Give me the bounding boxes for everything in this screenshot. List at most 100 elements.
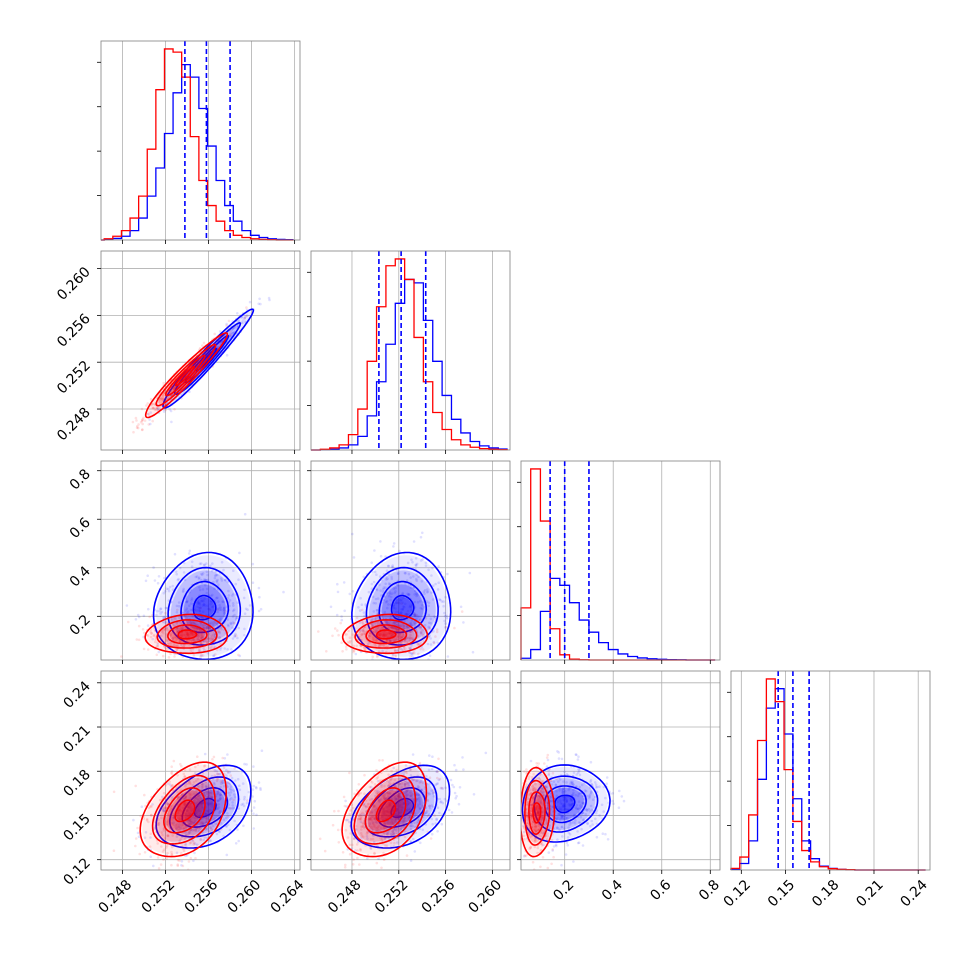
density-fill-red — [368, 626, 405, 643]
density-fill-red — [367, 790, 404, 831]
contour-red — [139, 761, 228, 858]
density-fill-blue — [354, 555, 449, 657]
contour-blue — [364, 776, 438, 838]
histogram-panel-1 — [307, 250, 511, 454]
contour-blue — [378, 580, 427, 634]
contour-red — [341, 761, 428, 858]
y-tick-label: 0.4 — [67, 563, 94, 590]
y-tick-label: 0.12 — [60, 855, 93, 888]
x-tick-label: 0.260 — [466, 877, 506, 917]
panel-content — [318, 751, 488, 870]
x-tick-label: 0.8 — [696, 877, 723, 904]
density-fill-red — [154, 778, 213, 842]
contour-blue — [365, 566, 439, 646]
y-tick-label: 0.21 — [60, 723, 93, 756]
panel-frame — [310, 460, 511, 661]
y-tick-label: 0.6 — [67, 515, 94, 542]
panel-frame — [520, 670, 721, 871]
scatter-panel-2-3: 0.2 0.4 0.6 0.8 — [517, 670, 723, 904]
contour-red — [354, 619, 418, 649]
density-fill-red — [377, 630, 395, 639]
contour-red — [532, 802, 542, 824]
y-tick-label: 0.252 — [54, 358, 94, 398]
x-tick-label: 0.256 — [182, 877, 222, 917]
contour-red — [163, 787, 206, 834]
contour-red — [156, 619, 218, 649]
density-fill-red — [356, 778, 414, 842]
contour-blue — [167, 566, 242, 646]
scatter-points-blue — [132, 749, 264, 868]
contour-blue — [192, 594, 217, 621]
x-tick-label: 0.4 — [599, 877, 626, 904]
contour-blue — [152, 551, 254, 660]
panel-frame — [310, 250, 511, 451]
x-tick-label: 0.252 — [139, 877, 179, 917]
panel-content — [112, 749, 264, 870]
contour-red — [341, 613, 429, 655]
density-fill-red — [170, 626, 205, 643]
histogram-blue — [730, 688, 926, 871]
histogram-panel-3: 0.12 0.15 0.18 0.21 0.24 — [721, 670, 931, 910]
scatter-panel-0-1: 0.248 0.252 0.256 0.260 — [54, 250, 301, 454]
density-fill-red — [158, 346, 214, 404]
density-fill-red — [142, 764, 225, 855]
contour-red — [375, 799, 397, 823]
x-tick-label: 0.260 — [225, 877, 265, 917]
density-fill-red — [176, 367, 194, 385]
panel-frame — [100, 40, 301, 241]
contour-red — [165, 354, 206, 397]
contour-red — [524, 779, 551, 846]
histogram-blue — [101, 63, 294, 241]
y-tick-label: 0.260 — [54, 264, 94, 304]
contour-blue — [162, 308, 255, 409]
histogram-panel-2 — [517, 460, 721, 664]
x-tick-label: 0.6 — [647, 877, 674, 904]
y-tick-label: 0.248 — [54, 405, 94, 445]
panel-content — [521, 750, 626, 870]
density-fill-red — [533, 804, 541, 822]
contour-blue — [168, 776, 240, 838]
density-fill-red — [176, 801, 194, 821]
panel-frame — [310, 670, 511, 871]
x-tick-label: 0.248 — [325, 877, 365, 917]
histogram-red — [101, 48, 294, 241]
contour-red — [177, 629, 198, 640]
panel-frame — [100, 670, 301, 871]
scatter-panel-0-2: 0.2 0.4 0.6 0.8 — [67, 460, 301, 664]
x-tick-label: 0.24 — [898, 877, 931, 910]
contour-blue — [351, 551, 452, 660]
x-tick-label: 0.248 — [96, 877, 136, 917]
x-tick-label: 0.18 — [809, 877, 842, 910]
contour-red — [167, 624, 208, 645]
contour-blue — [184, 334, 230, 384]
contour-red — [528, 791, 546, 836]
y-tick-label: 0.8 — [67, 466, 94, 493]
density-fill-blue — [353, 767, 448, 846]
histogram-blue — [311, 278, 508, 451]
density-fill-red — [179, 630, 196, 639]
scatter-panel-1-3: 0.248 0.252 0.256 0.260 — [307, 670, 511, 917]
histogram-panel-0 — [97, 40, 301, 244]
contour-blue — [195, 347, 218, 372]
density-fill-blue — [392, 799, 413, 817]
contour-blue — [521, 764, 611, 843]
x-tick-label: 0.21 — [853, 877, 886, 910]
contour-red — [521, 766, 556, 858]
contour-red — [375, 629, 397, 640]
x-tick-label: 0.2 — [550, 877, 577, 904]
histogram-red — [730, 678, 926, 871]
contour-red — [151, 774, 216, 845]
density-fill-red — [529, 794, 545, 832]
contour-blue — [554, 794, 576, 814]
panel-content — [317, 531, 475, 660]
y-tick-label: 0.24 — [60, 678, 93, 711]
y-tick-label: 0.18 — [60, 767, 93, 800]
panel-frame — [100, 460, 301, 661]
density-fill-blue — [194, 596, 215, 619]
panel-content — [120, 512, 285, 660]
panel-frame — [730, 670, 931, 871]
y-tick-label: 0.15 — [60, 811, 93, 844]
contour-blue — [390, 594, 415, 621]
panel-frame — [520, 460, 721, 661]
